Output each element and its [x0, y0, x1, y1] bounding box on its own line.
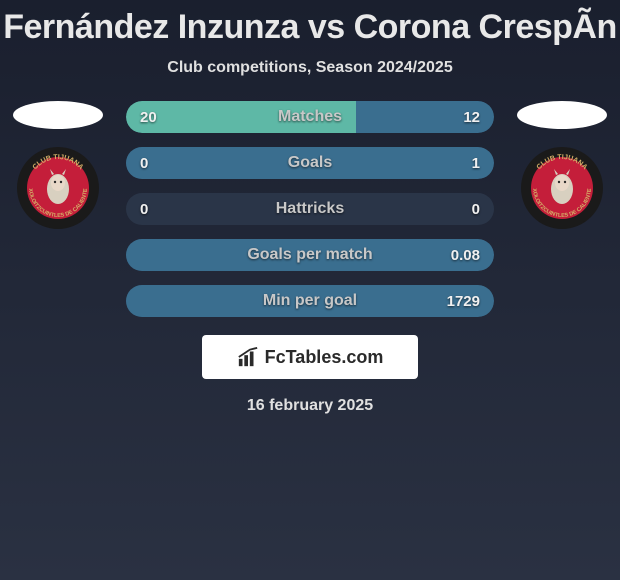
- stat-value-right: 1: [472, 155, 480, 172]
- stat-row: 0 Goals 1: [126, 147, 494, 179]
- stat-value-left: 0: [140, 155, 148, 172]
- stat-value-right: 0: [472, 201, 480, 218]
- stat-row: 0 Hattricks 0: [126, 193, 494, 225]
- stat-value-left: 20: [140, 109, 157, 126]
- stats-column: 20 Matches 12 0 Goals 1 0 Hattricks 0 Goals per m…: [108, 101, 512, 317]
- stat-row: Min per goal 1729: [126, 285, 494, 317]
- branding-badge[interactable]: FcTables.com: [202, 335, 418, 379]
- club-badge-left: CLUB TIJUANA XOLOITZCUINTLES DE CALIENTE: [17, 147, 99, 229]
- branding-text: FcTables.com: [265, 347, 384, 368]
- stat-value-right: 1729: [447, 293, 480, 310]
- subtitle: Club competitions, Season 2024/2025: [0, 59, 620, 77]
- comparison-card: Fernández Inzunza vs Corona CrespÃ­n Clu…: [0, 0, 620, 423]
- date-text: 16 february 2025: [0, 397, 620, 415]
- player-marker-left: [13, 101, 103, 129]
- badge-svg-right: CLUB TIJUANA XOLOITZCUINTLES DE CALIENTE: [521, 147, 603, 229]
- page-title: Fernández Inzunza vs Corona CrespÃ­n: [0, 8, 620, 47]
- stat-label: Goals per match: [247, 246, 372, 264]
- left-column: CLUB TIJUANA XOLOITZCUINTLES DE CALIENTE: [8, 101, 108, 229]
- stat-value-right: 0.08: [451, 247, 480, 264]
- stat-label: Matches: [278, 108, 342, 126]
- stat-row: Goals per match 0.08: [126, 239, 494, 271]
- stat-row: 20 Matches 12: [126, 101, 494, 133]
- stat-value-left: 0: [140, 201, 148, 218]
- badge-svg-left: CLUB TIJUANA XOLOITZCUINTLES DE CALIENTE: [17, 147, 99, 229]
- stat-label: Hattricks: [276, 200, 344, 218]
- stat-label: Min per goal: [263, 292, 357, 310]
- player-marker-right: [517, 101, 607, 129]
- club-badge-right: CLUB TIJUANA XOLOITZCUINTLES DE CALIENTE: [521, 147, 603, 229]
- right-column: CLUB TIJUANA XOLOITZCUINTLES DE CALIENTE: [512, 101, 612, 229]
- chart-icon: [237, 346, 259, 368]
- stat-label: Goals: [288, 154, 332, 172]
- stat-value-right: 12: [463, 109, 480, 126]
- main-content: CLUB TIJUANA XOLOITZCUINTLES DE CALIENTE…: [0, 101, 620, 317]
